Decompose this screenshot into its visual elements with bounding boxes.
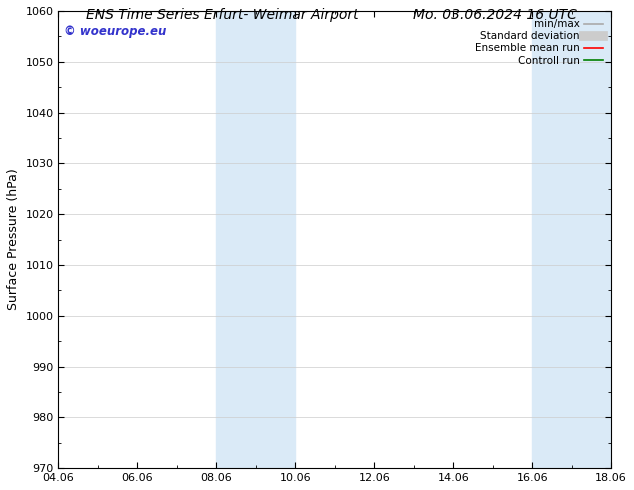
Text: Mo. 03.06.2024 16 UTC: Mo. 03.06.2024 16 UTC — [413, 8, 576, 22]
Bar — [216, 11, 295, 468]
Legend: min/max, Standard deviation, Ensemble mean run, Controll run: min/max, Standard deviation, Ensemble me… — [472, 16, 606, 69]
Text: © woeurope.eu: © woeurope.eu — [64, 24, 166, 38]
Bar — [532, 11, 611, 468]
Y-axis label: Surface Pressure (hPa): Surface Pressure (hPa) — [7, 169, 20, 311]
Text: ENS Time Series Erfurt- Weimar Airport: ENS Time Series Erfurt- Weimar Airport — [86, 8, 358, 22]
